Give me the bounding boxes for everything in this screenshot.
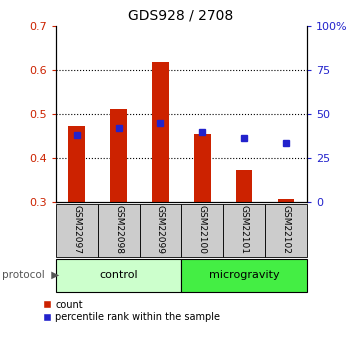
Bar	[140, 204, 181, 257]
Text: GSM22100: GSM22100	[198, 205, 207, 254]
Bar	[69, 126, 85, 202]
Text: protocol  ▶: protocol ▶	[2, 270, 59, 280]
Bar	[223, 204, 265, 257]
Bar	[56, 259, 181, 292]
Text: GSM22098: GSM22098	[114, 205, 123, 254]
Text: GSM22097: GSM22097	[72, 205, 81, 254]
Bar	[110, 109, 127, 202]
Text: microgravity: microgravity	[209, 270, 279, 280]
Bar	[181, 204, 223, 257]
Bar	[236, 170, 252, 202]
Bar	[98, 204, 140, 257]
Bar	[278, 199, 294, 202]
Bar	[194, 134, 211, 202]
Text: GSM22099: GSM22099	[156, 205, 165, 254]
Bar	[152, 62, 169, 202]
Bar	[181, 259, 307, 292]
Text: GSM22101: GSM22101	[240, 205, 249, 254]
Text: GSM22102: GSM22102	[282, 205, 291, 254]
Legend: count, percentile rank within the sample: count, percentile rank within the sample	[43, 300, 221, 322]
Text: control: control	[99, 270, 138, 280]
Text: GDS928 / 2708: GDS928 / 2708	[128, 9, 233, 23]
Bar	[56, 204, 98, 257]
Bar	[265, 204, 307, 257]
